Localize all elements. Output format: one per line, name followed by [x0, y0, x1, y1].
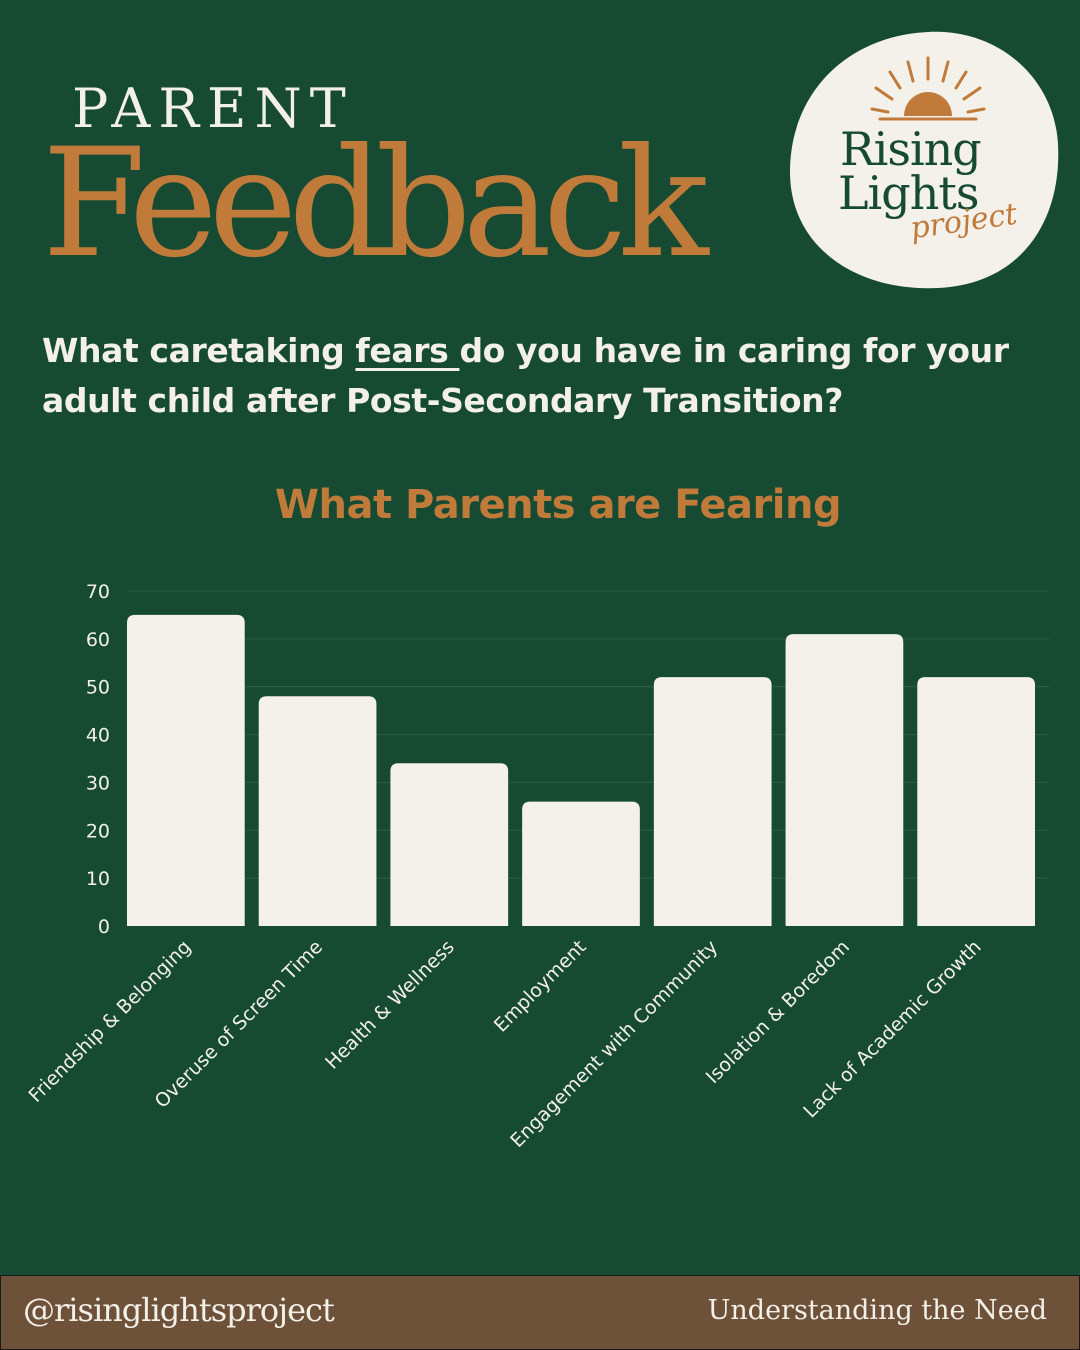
y-tick-label: 40	[86, 725, 110, 747]
y-tick-label: 20	[86, 820, 110, 842]
logo-badge	[790, 31, 1059, 289]
logo-text-lights: Lights	[838, 166, 979, 220]
y-tick-label: 70	[86, 581, 110, 603]
bar	[258, 696, 377, 926]
y-tick-label: 10	[86, 868, 110, 890]
bar	[127, 614, 245, 926]
y-tick-label: 50	[86, 677, 110, 699]
survey-question: What caretaking fears do you have in car…	[42, 326, 1042, 426]
bar	[522, 801, 640, 926]
social-handle: @risinglightsproject	[23, 1291, 335, 1329]
y-tick-label: 60	[86, 629, 110, 651]
footer-tagline: Understanding the Need	[707, 1295, 1047, 1326]
sunrise-icon	[870, 56, 986, 121]
x-tick-label: Isolation & Boredom	[702, 936, 854, 1088]
bar	[390, 763, 509, 926]
y-tick-label: 30	[86, 772, 110, 794]
x-tick-label: Health & Wellness	[321, 936, 459, 1074]
y-tick-label: 0	[98, 916, 110, 938]
parent-label: PARENT	[72, 77, 354, 140]
logo-text-rising: Rising	[840, 122, 982, 176]
chart-title: What Parents are Fearing	[274, 482, 842, 528]
question-text-start: What caretaking	[42, 331, 356, 370]
x-tick-label: Engagement with Community	[506, 936, 722, 1152]
question-highlight: fears	[355, 331, 460, 370]
footer-bar: @risinglightsproject Understanding the N…	[0, 1275, 1080, 1350]
question-text-end: do you have in caring for your adult chi…	[42, 331, 1009, 420]
bar	[653, 677, 772, 926]
feedback-title: Feedback	[42, 117, 709, 291]
logo-blob-shape	[790, 31, 1059, 289]
bar	[785, 634, 904, 926]
x-tick-label: Employment	[490, 936, 591, 1037]
bar	[917, 677, 1035, 926]
